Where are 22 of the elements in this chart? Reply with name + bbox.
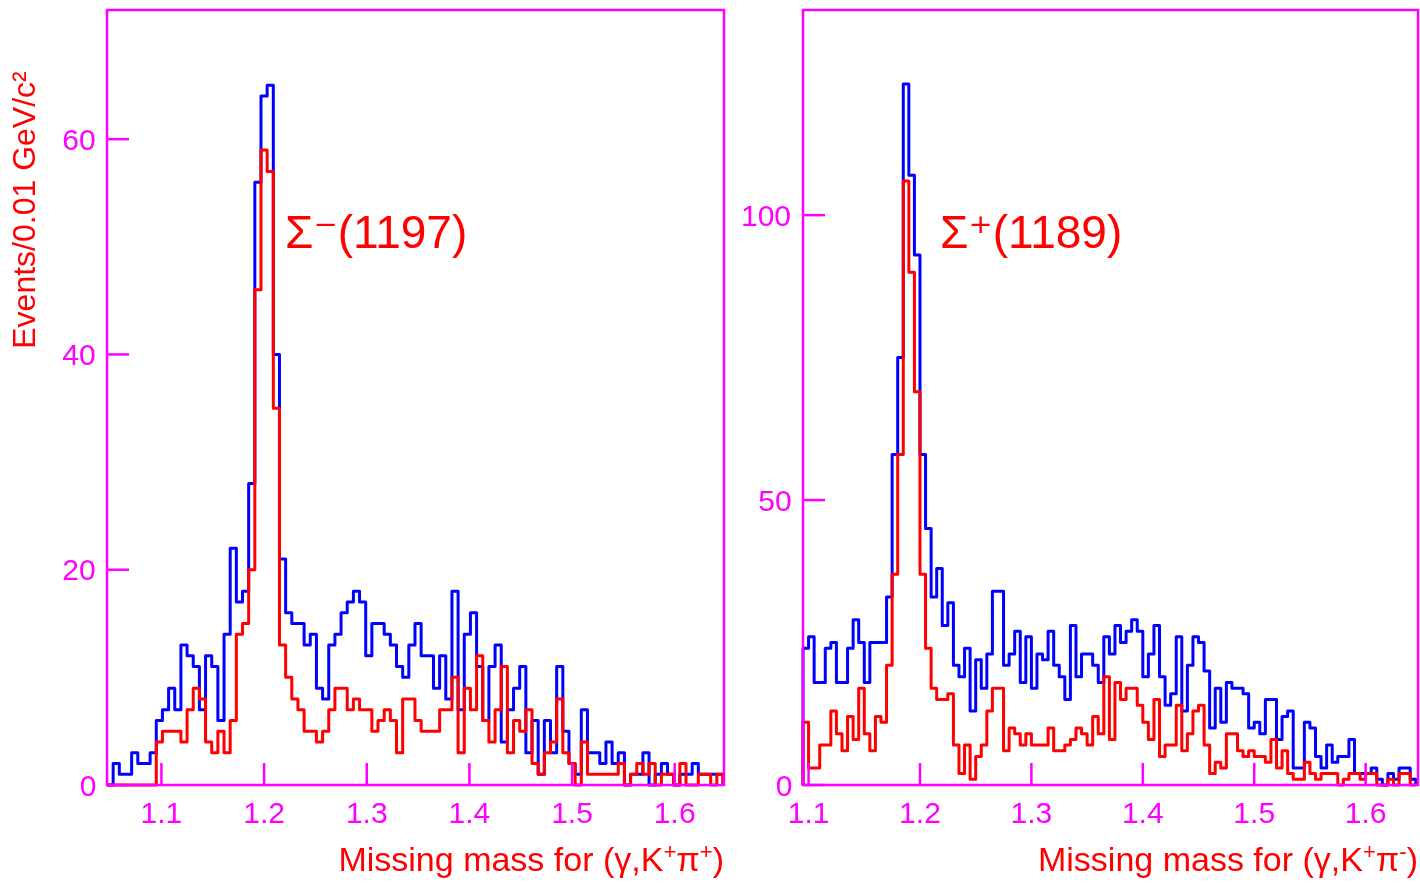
x-tick-label: 1.2 bbox=[899, 796, 941, 829]
y-tick-label: 50 bbox=[758, 483, 792, 517]
y-tick-label: 60 bbox=[62, 122, 96, 156]
y-tick-label: 20 bbox=[62, 553, 96, 587]
x-tick-label: 1.3 bbox=[1010, 796, 1053, 829]
annotation: Σ⁻(1197) bbox=[285, 206, 468, 259]
y-axis-title: Events/0.01 GeV/c² bbox=[6, 70, 42, 349]
annotation: Σ⁺(1189) bbox=[940, 206, 1123, 259]
x-tick-label: 1.5 bbox=[551, 796, 593, 829]
y-tick-label: 40 bbox=[62, 337, 96, 371]
x-axis-title: Missing mass for (γ,K$^{+}$π$^{-}$) bbox=[1037, 838, 1418, 878]
y-tick-label: 100 bbox=[740, 198, 792, 232]
x-tick-label: 1.2 bbox=[243, 796, 285, 829]
x-tick-label: 1.5 bbox=[1233, 796, 1276, 829]
x-tick-label: 1.6 bbox=[1344, 796, 1387, 829]
x-tick-label: 1.3 bbox=[345, 796, 388, 829]
x-tick-label: 1.4 bbox=[1121, 796, 1164, 829]
y-tick-label: 0 bbox=[79, 768, 97, 802]
x-tick-label: 1.6 bbox=[653, 796, 696, 829]
x-tick-label: 1.1 bbox=[140, 796, 183, 829]
x-tick-label: 1.4 bbox=[448, 796, 491, 829]
x-axis-title: Missing mass for (γ,K$^{+}$π$^{+}$) bbox=[338, 838, 724, 878]
